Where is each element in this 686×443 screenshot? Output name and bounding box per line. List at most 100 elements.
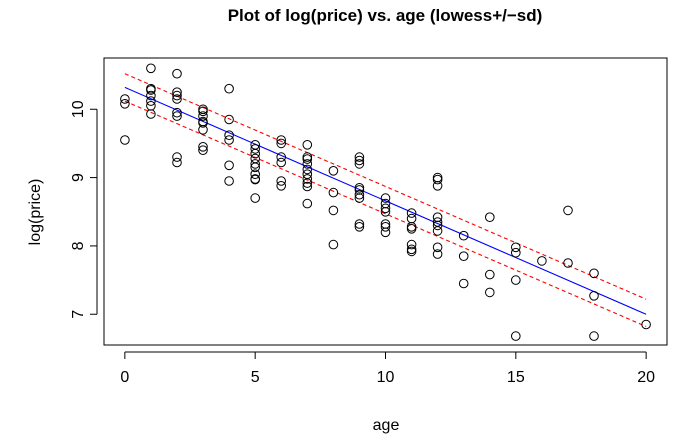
data-point [511, 275, 521, 285]
data-point [224, 160, 234, 171]
data-point [276, 152, 287, 162]
data-point [250, 148, 260, 159]
data-point [380, 207, 391, 217]
data-point [406, 239, 417, 250]
data-point [172, 107, 182, 118]
data-point [485, 287, 495, 298]
y-tick-label: 7 [70, 310, 87, 319]
y-tick-label: 9 [70, 173, 87, 182]
data-point [198, 118, 208, 128]
data-point [537, 256, 547, 266]
data-point [432, 226, 443, 236]
data-point [198, 125, 208, 135]
y-tick-label: 8 [70, 241, 87, 250]
data-point [563, 258, 573, 268]
data-point [458, 230, 469, 241]
data-point [250, 159, 260, 169]
data-points [120, 63, 651, 341]
data-point [120, 94, 130, 104]
data-point [354, 189, 365, 200]
data-point [354, 219, 365, 229]
data-point [250, 162, 260, 173]
x-tick-label: 5 [251, 369, 260, 386]
data-point [563, 205, 573, 216]
data-point [198, 104, 208, 115]
x-tick-label: 0 [120, 369, 129, 386]
data-point [458, 251, 469, 262]
upper-sd-line [124, 73, 647, 300]
data-point [432, 212, 443, 222]
data-point [172, 87, 182, 97]
data-point [589, 291, 599, 301]
data-point [224, 83, 234, 94]
data-point [120, 99, 130, 109]
data-point [146, 109, 156, 119]
data-point [589, 331, 599, 341]
data-point [511, 247, 521, 258]
data-point [328, 166, 339, 176]
chart-title: Plot of log(price) vs. age (lowess+/−sd) [228, 6, 543, 25]
data-point [120, 135, 130, 145]
data-point [224, 176, 234, 186]
data-point [302, 181, 313, 192]
data-point [276, 135, 287, 145]
data-point [172, 68, 182, 79]
lowess-fit-line [124, 86, 647, 315]
data-point [224, 114, 234, 125]
data-point [432, 220, 443, 231]
data-point [328, 187, 339, 198]
data-point [172, 94, 182, 104]
data-point [146, 96, 156, 106]
data-point [172, 152, 182, 162]
data-point [276, 176, 287, 186]
data-point [589, 268, 599, 279]
data-point [406, 213, 417, 224]
data-point [198, 145, 208, 155]
data-point [302, 178, 313, 188]
data-point [432, 249, 443, 259]
data-point [406, 224, 417, 234]
data-point [328, 239, 339, 250]
data-point [354, 193, 365, 203]
data-point [146, 90, 156, 101]
data-point [250, 193, 260, 203]
data-point [250, 144, 260, 154]
data-point [302, 174, 313, 184]
data-point [432, 172, 443, 183]
data-point [250, 169, 260, 179]
x-axis: 0 5 10 15 20 [120, 351, 655, 386]
data-point [328, 205, 339, 216]
sd-band-lines [124, 73, 647, 328]
data-point [432, 181, 443, 191]
data-point [641, 319, 651, 330]
data-point [302, 198, 313, 209]
data-point [406, 208, 417, 218]
data-point [198, 142, 208, 152]
data-point [511, 331, 521, 341]
data-point [354, 222, 365, 232]
data-point [380, 203, 391, 214]
x-tick-label: 15 [507, 369, 525, 386]
data-point [198, 111, 208, 121]
data-point [406, 246, 417, 257]
data-point [354, 159, 365, 169]
data-point [302, 154, 313, 164]
x-tick-label: 20 [637, 369, 655, 386]
data-point [354, 152, 365, 162]
x-tick-label: 10 [377, 369, 395, 386]
lower-sd-line [124, 100, 647, 328]
y-axis-label: log(price) [27, 179, 44, 246]
data-point [302, 164, 313, 175]
data-point [146, 85, 156, 95]
data-point [172, 111, 182, 121]
data-point [432, 242, 443, 253]
plot-frame [103, 57, 668, 346]
y-tick-label: 10 [70, 100, 87, 118]
data-point [380, 193, 391, 203]
data-point [458, 278, 469, 289]
data-point [485, 269, 495, 280]
data-point [485, 212, 495, 222]
data-point [224, 130, 234, 140]
data-point [302, 159, 313, 169]
